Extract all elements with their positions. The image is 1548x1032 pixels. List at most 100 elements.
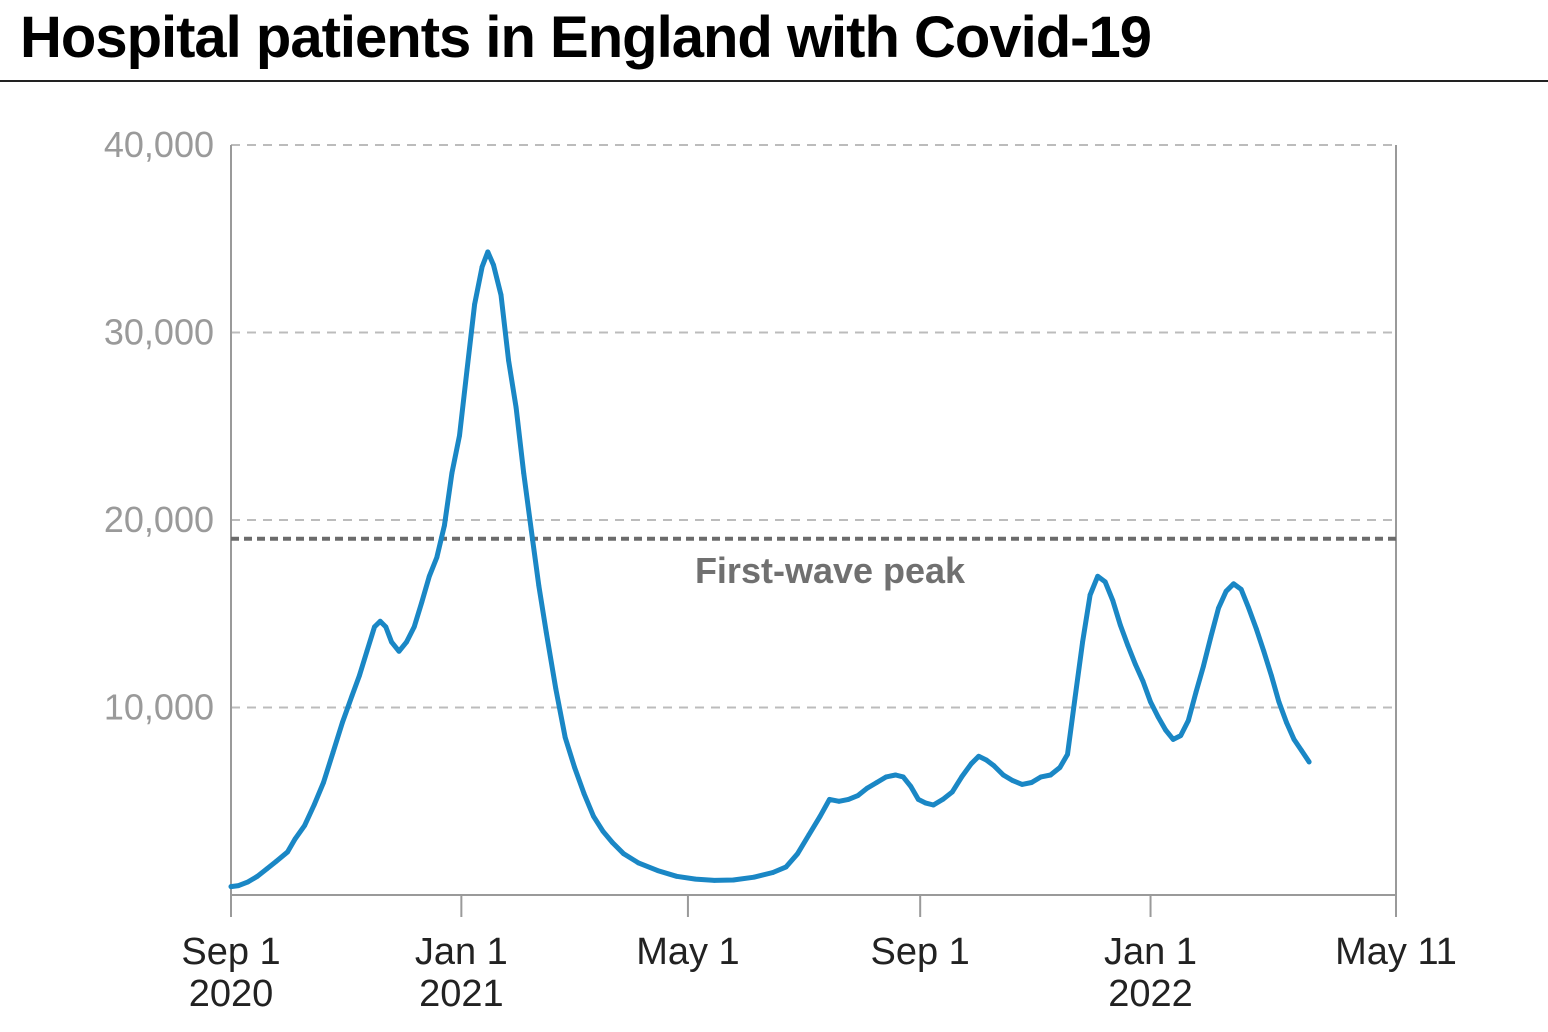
data-point [1291, 737, 1297, 742]
reference-line-group: First-wave peak [231, 536, 1396, 591]
data-point [1185, 718, 1191, 723]
data-point [1238, 587, 1244, 592]
data-point [770, 870, 776, 875]
data-point [976, 753, 982, 759]
gridlines [231, 144, 1396, 709]
data-point [908, 783, 914, 789]
data-point [1048, 772, 1053, 778]
data-point [553, 686, 559, 692]
data-point [457, 433, 462, 438]
data-point [591, 813, 596, 819]
data-point [521, 470, 527, 476]
data-point [983, 757, 989, 763]
x-tick-label: Sep 1 [181, 931, 280, 973]
data-point [940, 797, 946, 802]
page-title: Hospital patients in England with Covid-… [20, 5, 1152, 70]
data-point [610, 840, 615, 845]
data-point [302, 823, 307, 828]
data-point [419, 600, 425, 605]
title-divider [0, 80, 1548, 82]
data-point [1080, 639, 1085, 645]
x-tick-label: May 11 [1335, 931, 1457, 973]
data-point [1087, 592, 1093, 598]
data-point [1269, 673, 1274, 678]
data-point [472, 302, 477, 307]
data-point [674, 873, 679, 879]
data-point [991, 763, 997, 768]
data-point [806, 832, 812, 838]
data-point [349, 693, 355, 699]
data-point [1110, 598, 1116, 603]
data-point [311, 802, 317, 808]
x-tick-year-label: 2022 [1108, 973, 1193, 1015]
y-tick-label: 40,000 [104, 124, 214, 165]
data-point [506, 358, 511, 363]
data-point [321, 780, 326, 785]
data-point [874, 780, 880, 785]
data-point [1201, 663, 1206, 669]
data-point [383, 624, 389, 630]
series-group [228, 249, 1312, 890]
data-point [1125, 643, 1131, 648]
data-point [817, 813, 823, 819]
data-point [1178, 733, 1184, 738]
data-point [485, 249, 491, 255]
data-point [1231, 581, 1236, 587]
data-point [693, 876, 698, 882]
data-point [273, 858, 279, 864]
data-point [572, 765, 577, 770]
data-point [1299, 748, 1304, 753]
data-point [1208, 633, 1214, 639]
data-point [411, 624, 417, 630]
x-tick-label: May 1 [636, 931, 739, 973]
data-point [1072, 695, 1078, 701]
data-point [396, 648, 402, 654]
data-point [340, 720, 345, 725]
data-point [864, 785, 870, 791]
data-point [1102, 579, 1108, 585]
data-point [1095, 573, 1101, 579]
data-point [491, 262, 496, 268]
data-point [655, 868, 661, 873]
y-tick-label: 30,000 [104, 312, 214, 353]
data-point [846, 797, 851, 802]
data-point [245, 879, 251, 885]
data-point [827, 797, 832, 802]
data-point [1276, 699, 1282, 705]
data-point [1029, 780, 1034, 785]
y-tick-label: 10,000 [104, 687, 214, 728]
data-point [1155, 714, 1161, 720]
data-point [1140, 678, 1146, 684]
data-point [893, 772, 898, 778]
data-point [513, 405, 519, 410]
data-point [1306, 759, 1312, 765]
x-tick-label: Sep 1 [871, 931, 970, 973]
data-point [357, 673, 362, 678]
data-point [712, 878, 717, 883]
data-point [1163, 727, 1168, 733]
data-point [236, 883, 242, 888]
data-point [449, 470, 455, 476]
data-point [949, 789, 955, 795]
data-point [543, 630, 549, 635]
data-point [426, 573, 432, 579]
data-point [1133, 662, 1138, 667]
data-point [915, 797, 921, 802]
data-point [883, 774, 889, 780]
data-point [479, 264, 485, 270]
data-point [900, 774, 906, 780]
data-point [389, 639, 394, 645]
x-tick-label: Jan 1 [1104, 931, 1197, 973]
x-tick-label: Jan 1 [415, 931, 508, 973]
data-point [1170, 737, 1176, 742]
data-point [292, 836, 298, 842]
data-point [1216, 605, 1221, 611]
data-point [730, 877, 736, 883]
data-point [968, 761, 974, 767]
data-point [636, 860, 642, 866]
data-point [1284, 720, 1289, 725]
data-point [1246, 605, 1252, 611]
data-point [434, 555, 440, 560]
data-point [562, 735, 568, 740]
